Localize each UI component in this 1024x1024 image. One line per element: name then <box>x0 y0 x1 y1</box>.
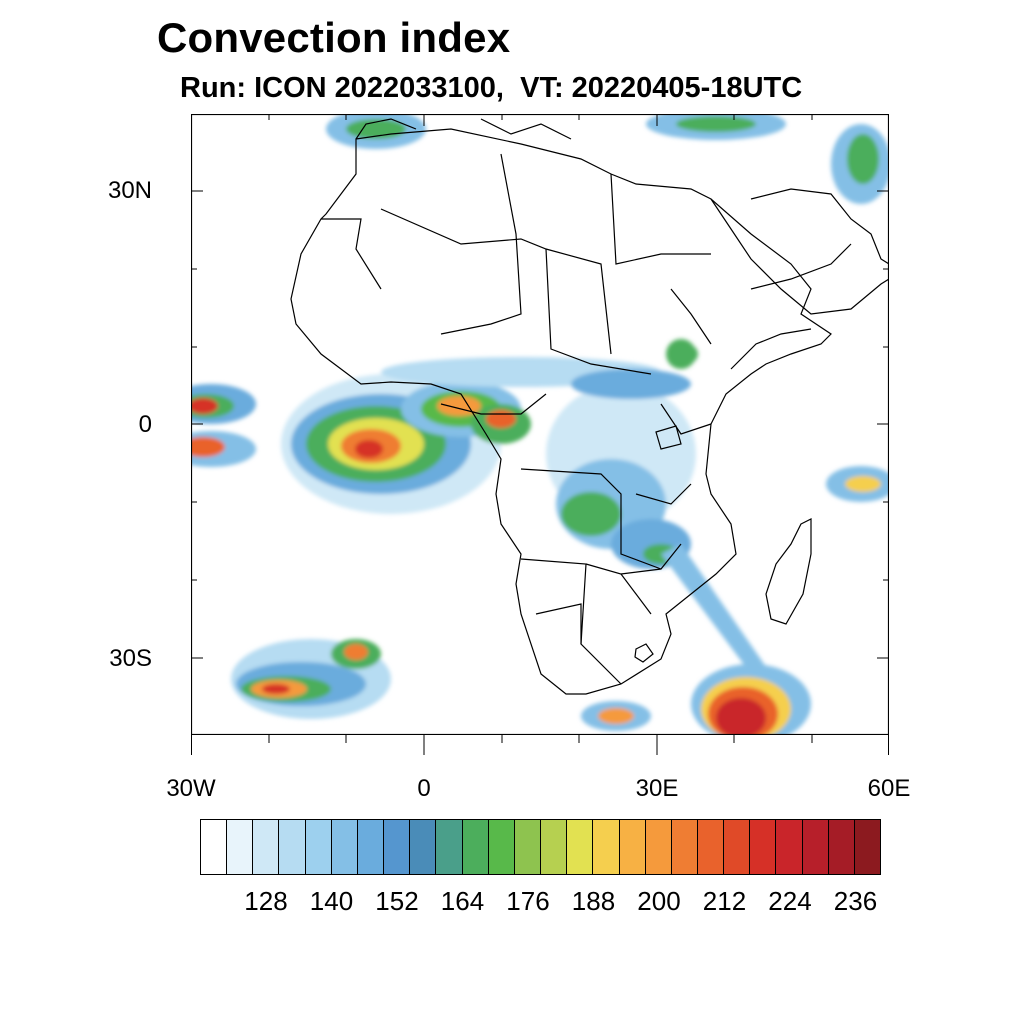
colorbar-tick-label: 212 <box>702 886 747 916</box>
lat-label-30n: 30N <box>107 177 152 204</box>
colorbar-cell <box>436 820 463 874</box>
colorbar-tick-label: 236 <box>833 886 878 916</box>
colorbar-cell <box>462 820 489 874</box>
colorbar-cell <box>279 820 306 874</box>
colorbar-cell <box>828 820 855 874</box>
colorbar-cell <box>357 820 385 874</box>
colorbar-cell <box>854 820 881 874</box>
coastlines-borders <box>290 118 889 695</box>
colorbar-cell <box>253 820 280 874</box>
lon-label-30e: 30E <box>635 775 679 802</box>
colorbar-cell <box>201 820 228 874</box>
colorbar-tick-label: 188 <box>571 886 616 916</box>
colorbar-cell <box>410 820 437 874</box>
colorbar-cell <box>541 820 568 874</box>
colorbar-tick-label: 176 <box>506 886 550 916</box>
colorbar-tick-label: 152 <box>375 886 419 916</box>
lat-label-0: 0 <box>138 411 152 438</box>
colorbar-cell <box>227 820 254 874</box>
colorbar-tick-label: 164 <box>440 886 485 916</box>
colorbar <box>200 819 881 875</box>
colorbar-cell <box>593 820 620 874</box>
colorbar-tick-label: 140 <box>309 886 354 916</box>
colorbar-cell <box>384 820 411 874</box>
colorbar-cell <box>776 820 803 874</box>
colorbar-cell <box>724 820 751 874</box>
colorbar-cell <box>305 820 332 874</box>
lon-label-0: 0 <box>417 775 431 802</box>
colorbar-cell <box>619 820 646 874</box>
colorbar-cell <box>750 820 777 874</box>
chart-subtitle: Run: ICON 2022033100, VT: 20220405-18UTC <box>180 72 803 104</box>
lon-label-30w: 30W <box>166 775 216 802</box>
map-ticks <box>191 114 889 659</box>
colorbar-cell <box>331 820 358 874</box>
colorbar-cell <box>697 820 725 874</box>
lon-label-60e: 60E <box>867 775 911 802</box>
colorbar-cell <box>567 820 594 874</box>
colorbar-cell <box>645 820 672 874</box>
lat-label-30s: 30S <box>109 645 152 672</box>
chart-title: Convection index <box>157 14 511 61</box>
map-panel <box>191 114 889 735</box>
colorbar-cell <box>802 820 829 874</box>
colorbar-cell <box>514 820 542 874</box>
lon-ticks <box>191 735 889 755</box>
colorbar-cell <box>488 820 515 874</box>
colorbar-tick-label: 224 <box>768 886 812 916</box>
colorbar-tick-label: 200 <box>637 886 681 916</box>
colorbar-cell <box>671 820 698 874</box>
colorbar-tick-label: 128 <box>244 886 288 916</box>
